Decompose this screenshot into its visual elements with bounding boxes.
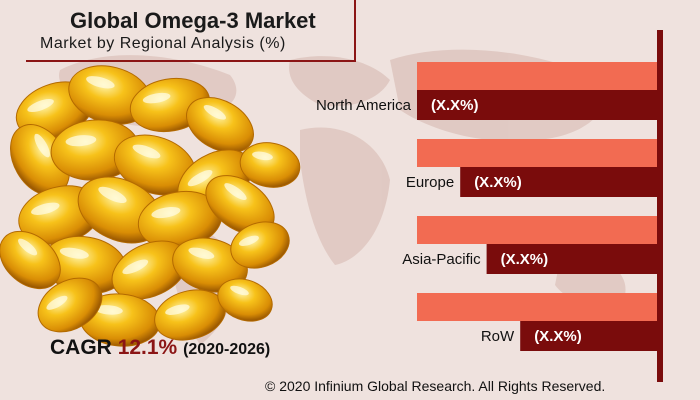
capsule-highlight — [165, 304, 190, 315]
capsule — [230, 221, 290, 269]
capsule — [37, 277, 103, 333]
chart-title: Global Omega-3 Market — [70, 8, 316, 33]
capsule-highlight — [18, 238, 38, 256]
capsule-highlight — [94, 305, 123, 315]
category-label: Europe — [406, 174, 454, 191]
capsule-highlight — [46, 295, 68, 310]
data-label: (X.X%) — [474, 174, 522, 191]
cagr-label: CAGR — [50, 336, 112, 359]
capsule-highlight — [187, 170, 213, 187]
bar-dark — [417, 90, 657, 120]
cagr-period: (2020-2026) — [183, 341, 271, 358]
capsule-highlight — [31, 202, 60, 215]
capsule-highlight — [59, 247, 89, 259]
bar-light — [417, 293, 657, 321]
bar-dark — [460, 167, 657, 197]
capsule-highlight — [132, 144, 161, 159]
capsule-highlight — [122, 259, 149, 275]
bar-dark — [486, 244, 657, 274]
capsule-highlight — [230, 285, 249, 296]
chart-subtitle: Market by Regional Analysis (%) — [40, 35, 286, 52]
cagr-value: 12.1% — [117, 336, 178, 359]
capsule-highlight — [34, 133, 50, 158]
capsule — [186, 97, 254, 153]
capsule-highlight — [188, 247, 215, 259]
bar-light — [417, 139, 657, 167]
data-label: (X.X%) — [431, 97, 479, 114]
data-label: (X.X%) — [501, 251, 549, 268]
capsule-highlight — [27, 99, 54, 113]
capsule-highlight — [203, 104, 226, 120]
bar-light — [417, 216, 657, 244]
bar-dark — [520, 321, 657, 351]
category-label: North America — [316, 97, 412, 114]
capsule-highlight — [86, 76, 115, 89]
title-box — [26, 0, 356, 62]
capsule-highlight — [98, 186, 127, 204]
y-axis-line — [657, 30, 663, 382]
copyright-text: © 2020 Infinium Global Research. All Rig… — [265, 378, 606, 394]
capsule-highlight — [142, 92, 171, 104]
capsule-highlight — [238, 235, 259, 247]
bar-light — [417, 62, 657, 90]
capsule-highlight — [252, 151, 273, 161]
cagr-text: CAGR 12.1% (2020-2026) — [50, 336, 270, 360]
category-label: RoW — [481, 328, 515, 345]
capsule-highlight — [151, 206, 181, 219]
capsule — [0, 230, 61, 290]
data-label: (X.X%) — [534, 328, 582, 345]
category-label: Asia-Pacific — [402, 251, 481, 268]
capsule-highlight — [224, 183, 247, 200]
capsule-highlight — [65, 135, 97, 147]
